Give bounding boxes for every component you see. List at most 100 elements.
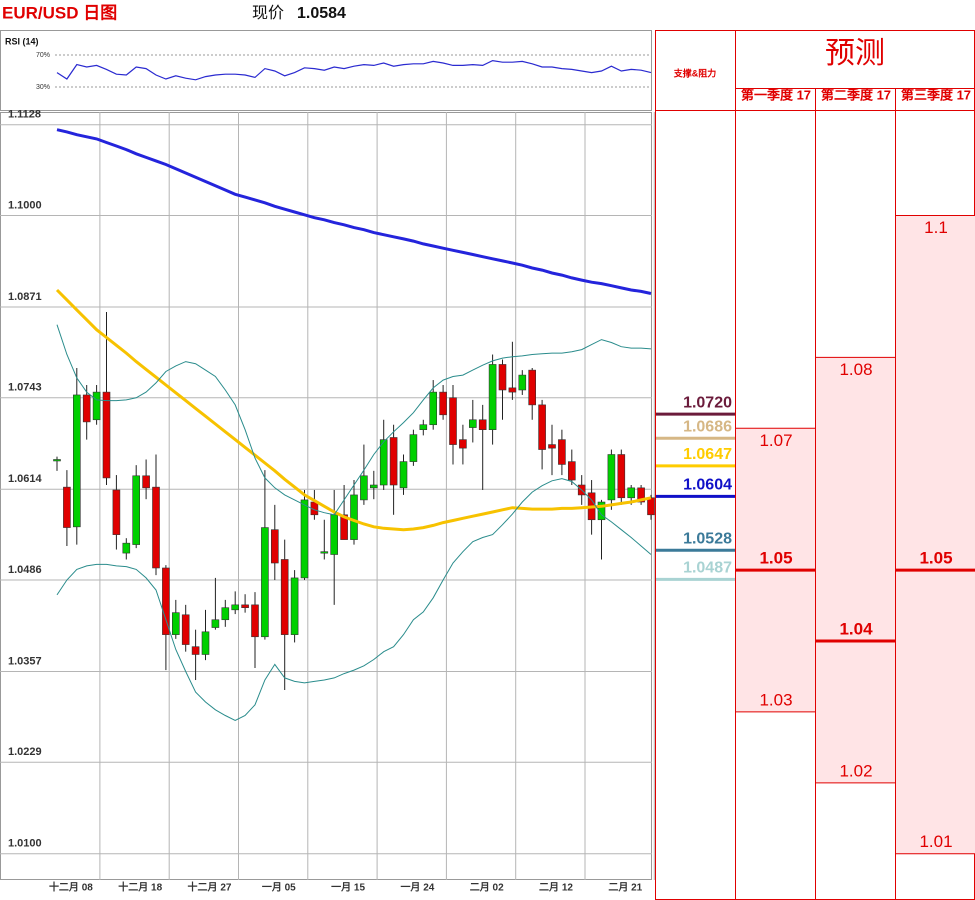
x-tick-label: 一月 15	[331, 882, 365, 894]
price-label: 现价	[252, 5, 284, 22]
candle-body	[53, 459, 61, 462]
candle-body	[300, 499, 309, 579]
y-tick-label: 1.0229	[8, 746, 42, 758]
candle-body	[330, 514, 339, 555]
level-label: 1.0686	[683, 418, 732, 435]
candle-body	[419, 424, 428, 430]
candle-body	[221, 607, 230, 621]
candle-body	[162, 567, 170, 635]
candle-body	[528, 369, 537, 406]
candle-body	[409, 434, 418, 462]
candle-body	[478, 419, 487, 430]
candle-body	[548, 444, 556, 449]
candle-body	[369, 484, 378, 489]
rsi-frame	[0, 30, 652, 111]
candle-body	[191, 646, 200, 655]
candle-body	[379, 439, 388, 486]
candle-body	[231, 604, 239, 611]
level-label: 1.0647	[683, 446, 732, 463]
candle-body	[459, 439, 467, 449]
x-tick-label: 十二月 27	[188, 881, 232, 894]
level-label: 1.0487	[683, 560, 732, 577]
candle-body	[73, 394, 81, 528]
candle-body	[429, 391, 438, 426]
candle-body	[201, 631, 210, 655]
x-tick-label: 二月 21	[608, 882, 642, 894]
forecast-high-label: 1.08	[839, 360, 872, 379]
candle-body	[122, 542, 131, 554]
candle-body	[320, 551, 329, 554]
candle-body	[360, 475, 368, 501]
candle-body	[63, 486, 71, 528]
candle-body	[399, 461, 408, 489]
candle-body	[567, 461, 576, 481]
forecast-mid-label: 1.05	[759, 549, 792, 568]
y-tick-label: 1.0871	[8, 291, 42, 303]
candle-body	[647, 497, 655, 516]
candle-body	[152, 486, 160, 569]
levels-header: 支撑&阻力	[673, 67, 717, 78]
candle-body	[518, 374, 527, 391]
candle-body	[112, 489, 121, 535]
rsi-title: RSI (14)	[5, 36, 39, 46]
candle-body	[488, 364, 497, 430]
level-label: 1.0720	[683, 394, 732, 411]
candle-body	[340, 514, 348, 540]
forecast-header: 预测	[825, 37, 885, 70]
forecast-low-label: 1.01	[919, 832, 952, 851]
candle-body	[92, 391, 101, 421]
y-tick-label: 30%	[36, 84, 50, 91]
candle-body	[508, 387, 517, 393]
candle-body	[270, 529, 279, 564]
forecast-high-label: 1.07	[759, 431, 792, 450]
candle-body	[172, 612, 180, 635]
candle-body	[468, 419, 477, 428]
level-label: 1.0528	[683, 530, 732, 547]
candle-body	[290, 577, 299, 635]
moving-average-line	[56, 478, 652, 721]
candle-body	[82, 394, 91, 423]
rsi-line	[56, 59, 652, 81]
candle-body	[142, 475, 150, 489]
y-tick-label: 1.1000	[8, 199, 42, 211]
candle-body	[251, 604, 259, 638]
candle-body	[607, 454, 616, 501]
candle-body	[102, 391, 111, 479]
chart-title: EUR/USD 日图	[2, 3, 117, 22]
forecast-range	[896, 215, 975, 854]
forecast-high-label: 1.1	[924, 218, 948, 237]
candle-body	[439, 391, 447, 416]
y-tick-label: 1.1128	[8, 109, 41, 121]
candle-body	[558, 439, 566, 465]
y-tick-label: 1.0100	[8, 838, 42, 850]
candle-body	[597, 501, 606, 521]
x-tick-label: 十二月 18	[118, 881, 162, 894]
y-tick-label: 1.0614	[8, 473, 43, 485]
candle-body	[617, 454, 626, 499]
candle-body	[637, 487, 645, 503]
x-tick-label: 二月 12	[539, 882, 573, 894]
candle-body	[181, 614, 190, 645]
candle-body	[449, 397, 457, 445]
candle-body	[389, 437, 398, 486]
forecast-low-label: 1.02	[839, 761, 872, 780]
candle-body	[132, 475, 140, 545]
candle-body	[241, 604, 249, 608]
x-tick-label: 二月 02	[470, 882, 504, 894]
price-value: 1.0584	[297, 5, 346, 22]
forecast-mid-label: 1.04	[839, 620, 873, 639]
quarter-header: 第三季度 17	[901, 87, 971, 102]
y-tick-label: 1.0357	[8, 655, 42, 667]
x-tick-label: 一月 05	[262, 882, 296, 894]
quarter-header: 第二季度 17	[821, 87, 891, 102]
candle-body	[627, 487, 636, 499]
x-tick-label: 一月 24	[400, 882, 434, 894]
quarter-header: 第一季度 17	[741, 87, 811, 102]
forecast-range	[816, 357, 895, 783]
y-tick-label: 1.0743	[8, 382, 42, 394]
candle-body	[538, 404, 546, 450]
y-tick-label: 70%	[36, 52, 50, 59]
moving-average-line	[56, 128, 652, 295]
candle-body	[498, 364, 507, 391]
